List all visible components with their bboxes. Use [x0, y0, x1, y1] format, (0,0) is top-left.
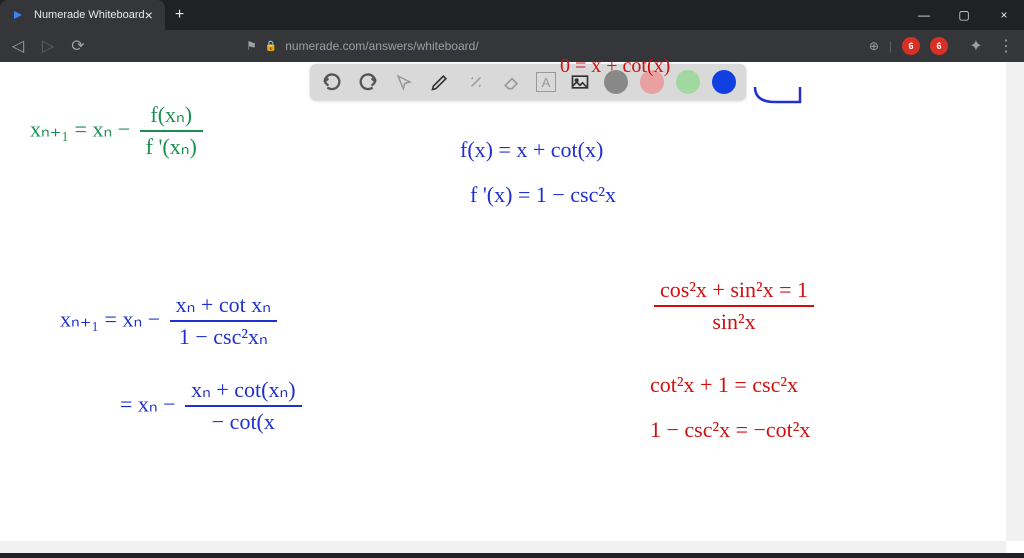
- pointer-icon[interactable]: [392, 70, 416, 94]
- scrollbar-vertical[interactable]: [1006, 62, 1024, 541]
- reload-icon[interactable]: ⟳: [68, 36, 88, 56]
- text-icon[interactable]: A: [536, 72, 556, 92]
- window-close-button[interactable]: ×: [984, 0, 1024, 30]
- bookmark-icon[interactable]: ⚑: [246, 39, 257, 53]
- extension-badge-2[interactable]: 6: [930, 37, 948, 55]
- tools-icon[interactable]: [464, 70, 488, 94]
- color-green[interactable]: [676, 70, 700, 94]
- whiteboard-canvas[interactable]: A 0 = x + cot(x) xₙ₊₁ = xₙ − f(xₙ)f '(xₙ…: [0, 62, 1024, 553]
- minimize-button[interactable]: —: [904, 0, 944, 30]
- tab-title: Numerade Whiteboard: [34, 9, 145, 21]
- red-bracket: [750, 82, 810, 112]
- content-area: A 0 = x + cot(x) xₙ₊₁ = xₙ − f(xₙ)f '(xₙ…: [0, 62, 1024, 553]
- tab-close-icon[interactable]: ×: [145, 7, 153, 23]
- eq-step1: xₙ₊₁ = xₙ − xₙ + cot xₙ1 − csc²xₙ: [60, 292, 281, 351]
- new-tab-button[interactable]: +: [165, 6, 194, 24]
- eq-id1: cos²x + sin²x = 1sin²x: [650, 277, 818, 336]
- eraser-icon[interactable]: [500, 70, 524, 94]
- tab-favicon: [12, 8, 26, 22]
- eq-newton: xₙ₊₁ = xₙ − f(xₙ)f '(xₙ): [30, 102, 207, 161]
- redo-icon[interactable]: [356, 70, 380, 94]
- extension-badge-1[interactable]: 6: [902, 37, 920, 55]
- separator: |: [889, 39, 892, 53]
- lock-icon: 🔒: [265, 41, 277, 52]
- undo-icon[interactable]: [320, 70, 344, 94]
- browser-tab[interactable]: Numerade Whiteboard ×: [0, 0, 165, 30]
- url-text: numerade.com/answers/whiteboard/: [285, 39, 478, 53]
- eq-id3: 1 − csc²x = −cot²x: [650, 417, 810, 443]
- pen-icon[interactable]: [428, 70, 452, 94]
- navbar: ◁ ▷ ⟳ ⚑ 🔒 numerade.com/answers/whiteboar…: [0, 30, 1024, 62]
- eq-step2: = xₙ − xₙ + cot(xₙ)− cot(x: [120, 377, 306, 436]
- url-bar[interactable]: ⚑ 🔒 numerade.com/answers/whiteboard/ ⊕ |…: [98, 37, 956, 55]
- whiteboard-toolbar: A: [310, 64, 746, 100]
- eq-top-red: 0 = x + cot(x): [560, 54, 670, 78]
- menu-icon[interactable]: ⋮: [996, 36, 1016, 56]
- back-icon[interactable]: ◁: [8, 36, 28, 56]
- eq-fx: f(x) = x + cot(x): [460, 137, 603, 163]
- scrollbar-horizontal[interactable]: [0, 541, 1006, 553]
- search-icon[interactable]: ⊕: [869, 39, 879, 53]
- maximize-button[interactable]: ▢: [944, 0, 984, 30]
- color-blue[interactable]: [712, 70, 736, 94]
- eq-fpx: f '(x) = 1 − csc²x: [470, 182, 616, 208]
- forward-icon[interactable]: ▷: [38, 36, 58, 56]
- titlebar: Numerade Whiteboard × + — ▢ ×: [0, 0, 1024, 30]
- eq-id2: cot²x + 1 = csc²x: [650, 372, 798, 398]
- extension-icon[interactable]: ✦: [966, 36, 986, 56]
- window-controls: — ▢ ×: [904, 0, 1024, 30]
